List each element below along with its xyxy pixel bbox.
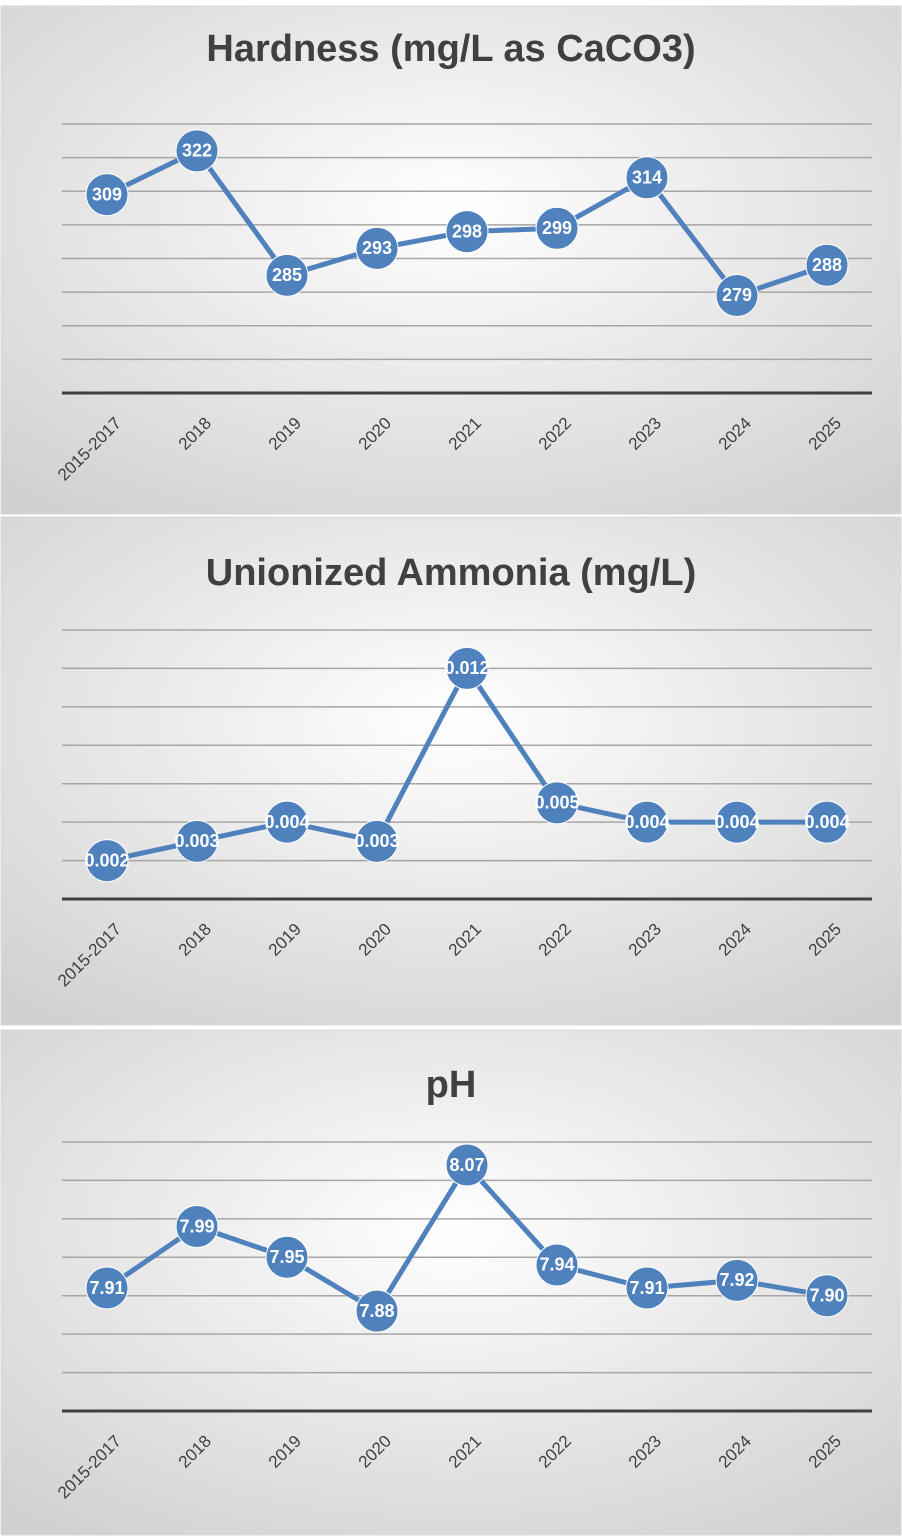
- marker: [535, 1243, 579, 1287]
- chart-panel: Unionized Ammonia (mg/L)2015-2017 2018 201…: [0, 516, 902, 1026]
- marker: [805, 243, 849, 287]
- data-label: 285: [272, 265, 302, 285]
- marker: [445, 210, 489, 254]
- data-label: 0.004: [804, 812, 849, 832]
- marker: [445, 1143, 489, 1187]
- data-label: 0.004: [624, 812, 669, 832]
- marker: [265, 253, 309, 297]
- data-label: 322: [182, 141, 212, 161]
- data-label: 299: [542, 218, 572, 238]
- marker: [175, 819, 219, 863]
- data-label: 7.88: [359, 1301, 394, 1321]
- data-label: 288: [812, 255, 842, 275]
- data-label: 7.91: [629, 1278, 664, 1298]
- chart-title: Hardness (mg/L as CaCO3): [206, 28, 695, 70]
- data-label: 0.004: [264, 812, 309, 832]
- marker: [715, 273, 759, 317]
- chart-title: pH: [426, 1064, 477, 1106]
- marker: [625, 156, 669, 200]
- data-label: 7.91: [89, 1278, 124, 1298]
- data-label: 0.012: [444, 658, 489, 678]
- data-label: 0.005: [534, 793, 579, 813]
- marker: [715, 800, 759, 844]
- data-label: 8.07: [449, 1155, 484, 1175]
- marker: [715, 1258, 759, 1302]
- data-label: 293: [362, 238, 392, 258]
- chart-panel: Hardness (mg/L as CaCO3)2015-2017 2018 201…: [0, 5, 902, 515]
- data-label: 279: [722, 285, 752, 305]
- marker: [85, 1266, 129, 1310]
- data-label: 7.99: [179, 1216, 214, 1236]
- marker: [85, 173, 129, 217]
- data-label: 0.003: [174, 831, 219, 851]
- marker: [805, 800, 849, 844]
- chart-title: Unionized Ammonia (mg/L): [206, 552, 696, 594]
- panel-background: [0, 5, 902, 515]
- data-label: 7.92: [719, 1270, 754, 1290]
- marker: [265, 1235, 309, 1279]
- data-label: 314: [632, 168, 662, 188]
- marker: [625, 800, 669, 844]
- data-label: 7.90: [809, 1285, 844, 1305]
- marker: [535, 781, 579, 825]
- marker: [625, 1266, 669, 1310]
- marker: [355, 226, 399, 270]
- data-label: 7.94: [539, 1255, 574, 1275]
- data-label: 298: [452, 221, 482, 241]
- marker: [355, 819, 399, 863]
- data-label: 0.003: [354, 831, 399, 851]
- marker: [85, 839, 129, 883]
- data-label: 0.004: [714, 812, 759, 832]
- marker: [805, 1274, 849, 1318]
- marker: [445, 646, 489, 690]
- marker: [175, 1205, 219, 1249]
- data-label: 309: [92, 184, 122, 204]
- marker: [535, 206, 579, 250]
- data-label: 0.002: [84, 850, 129, 870]
- data-label: 7.95: [269, 1247, 304, 1267]
- marker: [175, 129, 219, 173]
- marker: [265, 800, 309, 844]
- panel-background: [0, 516, 902, 1026]
- marker: [355, 1289, 399, 1333]
